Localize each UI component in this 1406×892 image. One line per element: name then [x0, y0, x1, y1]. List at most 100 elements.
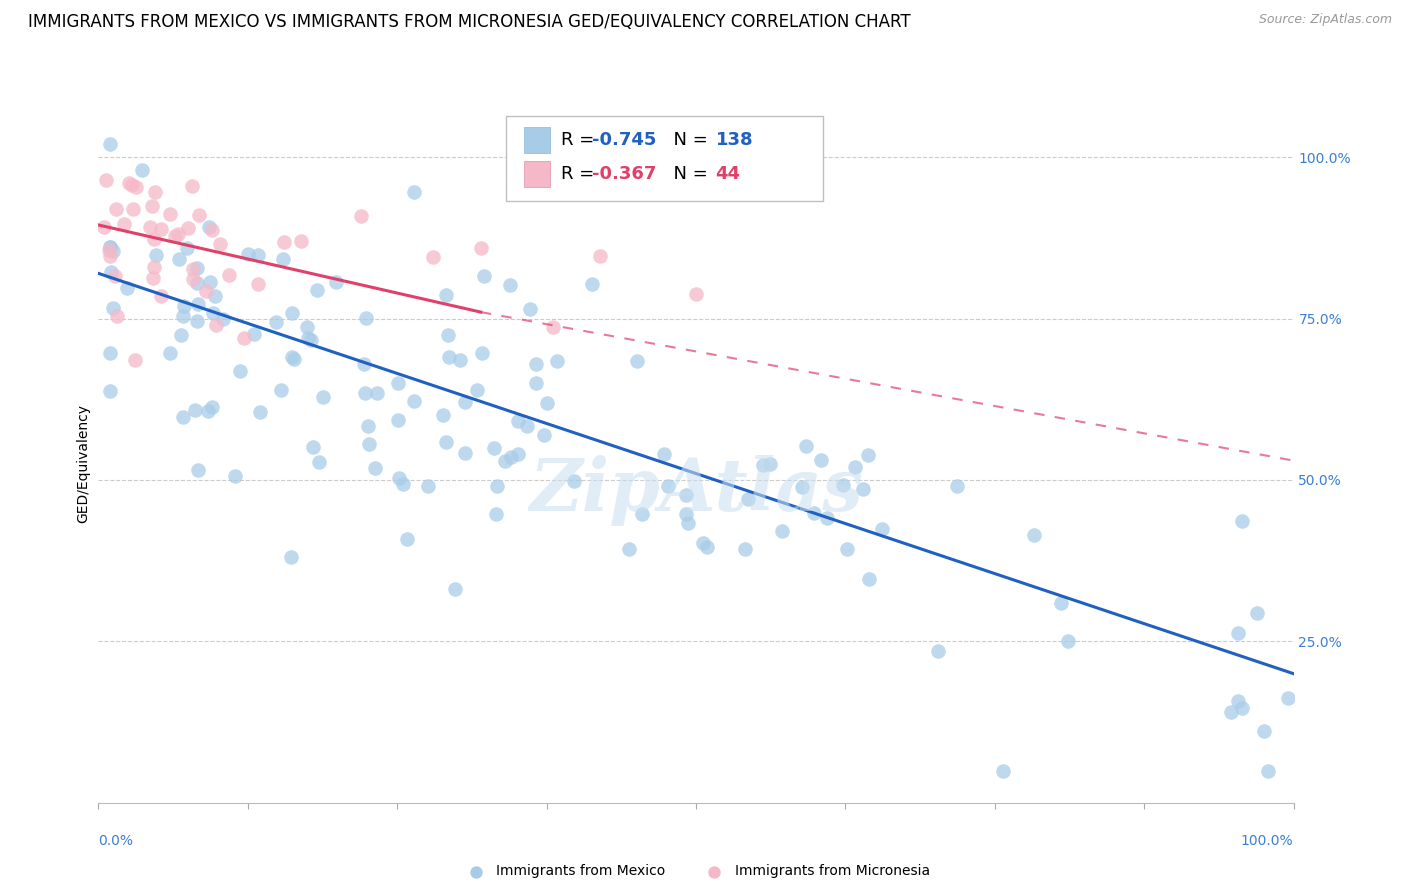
Point — [395, 533, 418, 547]
Point — [484, 507, 506, 521]
Text: 0.0%: 0.0% — [98, 834, 134, 848]
Point — [692, 536, 714, 550]
Point — [181, 179, 204, 194]
Point — [283, 352, 305, 367]
Point — [657, 479, 679, 493]
Point — [1246, 606, 1268, 620]
Point — [218, 268, 240, 282]
Point — [852, 482, 875, 496]
Point — [794, 439, 817, 453]
Point — [519, 301, 541, 316]
Point — [498, 277, 520, 292]
Point — [1227, 626, 1250, 640]
Point — [630, 507, 652, 521]
Point — [1232, 515, 1254, 529]
Text: R =: R = — [561, 131, 600, 149]
Text: ZipAtlas: ZipAtlas — [529, 456, 863, 526]
Point — [437, 350, 460, 364]
Point — [470, 241, 492, 255]
Point — [169, 328, 191, 343]
Text: 44: 44 — [716, 165, 741, 183]
Point — [167, 252, 190, 266]
Point — [449, 352, 471, 367]
Point — [145, 248, 167, 262]
Point — [541, 320, 564, 334]
Point — [184, 402, 207, 417]
Point — [143, 186, 166, 200]
Point — [273, 235, 295, 249]
Point — [139, 219, 162, 234]
Point — [354, 386, 377, 401]
Point — [301, 333, 323, 347]
Point — [247, 277, 270, 292]
Text: 100.0%: 100.0% — [1241, 834, 1294, 848]
Point — [1253, 723, 1275, 738]
Point — [685, 287, 707, 301]
Point — [281, 350, 304, 364]
Point — [416, 479, 439, 493]
Text: N =: N = — [662, 165, 714, 183]
Point — [444, 582, 467, 596]
Point — [204, 289, 226, 303]
Point — [246, 248, 269, 262]
Point — [546, 354, 568, 368]
Point — [858, 572, 880, 586]
Point — [387, 471, 409, 485]
Point — [187, 463, 209, 477]
Point — [172, 409, 194, 424]
Point — [176, 221, 198, 235]
Point — [870, 522, 893, 536]
Point — [589, 249, 612, 263]
Point — [1257, 764, 1279, 778]
Point — [103, 301, 125, 315]
Point — [831, 477, 853, 491]
Point — [364, 460, 387, 475]
Point — [280, 306, 302, 320]
Point — [98, 244, 121, 258]
Point — [201, 400, 224, 414]
Point — [350, 210, 373, 224]
Y-axis label: GED/Equivalency: GED/Equivalency — [76, 404, 90, 524]
Point — [434, 434, 457, 449]
Point — [280, 549, 302, 564]
Point — [308, 454, 330, 468]
Point — [150, 289, 173, 303]
Point — [1220, 705, 1243, 719]
Point — [295, 319, 318, 334]
Point — [236, 247, 259, 261]
Text: 138: 138 — [716, 131, 754, 149]
Point — [121, 178, 143, 193]
Point — [734, 541, 756, 556]
Point — [98, 346, 122, 360]
Point — [737, 491, 759, 506]
Point — [770, 524, 793, 538]
Point — [212, 312, 235, 326]
Legend: Immigrants from Mexico, Immigrants from Micronesia: Immigrants from Mexico, Immigrants from … — [456, 859, 936, 884]
Text: IMMIGRANTS FROM MEXICO VS IMMIGRANTS FROM MICRONESIA GED/EQUIVALENCY CORRELATION: IMMIGRANTS FROM MEXICO VS IMMIGRANTS FRO… — [28, 13, 911, 31]
Point — [485, 479, 508, 493]
Point — [224, 469, 246, 483]
Point — [946, 478, 969, 492]
Point — [167, 227, 190, 242]
Point — [1050, 597, 1073, 611]
Point — [100, 265, 122, 279]
Point — [232, 331, 254, 345]
Point — [200, 275, 222, 289]
Point — [205, 318, 228, 332]
Text: -0.745: -0.745 — [592, 131, 657, 149]
Point — [506, 414, 529, 428]
Point — [1022, 528, 1045, 542]
Point — [96, 173, 118, 187]
Point — [581, 277, 603, 291]
Point — [229, 364, 252, 378]
Point — [696, 541, 718, 555]
Point — [536, 396, 558, 410]
Point — [482, 441, 505, 455]
Point — [387, 413, 409, 427]
Point — [186, 313, 208, 327]
Point — [312, 390, 335, 404]
Point — [1277, 690, 1299, 705]
Point — [159, 346, 181, 360]
Point — [183, 272, 205, 286]
Point — [835, 541, 858, 556]
